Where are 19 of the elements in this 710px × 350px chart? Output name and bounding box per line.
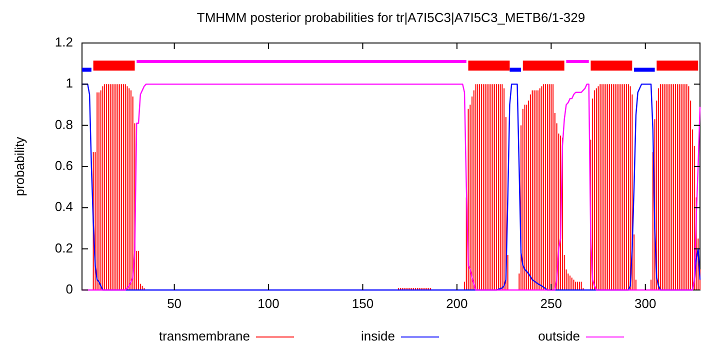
x-tick-label: 150: [352, 296, 374, 311]
y-tick-label: 0.6: [54, 158, 73, 173]
x-tick-label: 300: [634, 296, 656, 311]
y-tick-label: 0: [66, 281, 73, 296]
legend-label: transmembrane: [158, 328, 250, 344]
x-tick-label: 100: [258, 296, 280, 311]
y-tick-label: 0.4: [54, 199, 73, 214]
x-tick-label: 50: [167, 296, 182, 311]
chart-title: TMHMM posterior probabilities for tr|A7I5C3|A7I5C3_METB6/1-329: [196, 10, 586, 25]
legend-label: inside: [361, 328, 395, 344]
legend-label: outside: [538, 328, 580, 344]
line-series: [81, 84, 701, 291]
y-tick-label: 1.2: [54, 34, 73, 50]
y-tick-label: 1: [66, 76, 73, 91]
x-tick-label: 250: [540, 296, 562, 311]
y-tick-label: 0.8: [54, 116, 73, 132]
y-tick-label: 0.2: [54, 240, 73, 256]
x-tick-label: 200: [446, 296, 468, 311]
y-axis-title: probability: [12, 136, 27, 196]
